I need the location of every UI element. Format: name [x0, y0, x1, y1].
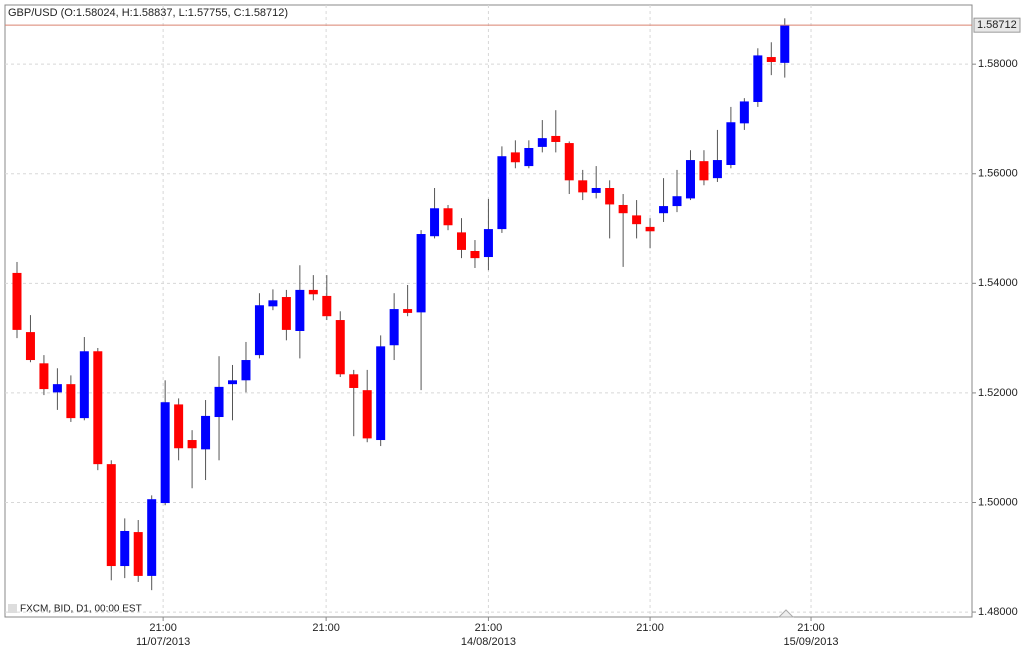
candle-body: [726, 122, 736, 165]
candle-body: [349, 374, 359, 388]
candle-body: [335, 320, 345, 375]
candle-body: [483, 229, 493, 258]
candle-body: [712, 160, 722, 179]
candle-body: [470, 251, 480, 259]
candle-body: [739, 101, 749, 124]
candle-body: [456, 232, 466, 250]
candle-body: [133, 532, 143, 576]
candle-body: [268, 300, 278, 307]
candle-body: [66, 384, 76, 419]
candle-body: [618, 204, 628, 214]
candle-body: [430, 208, 440, 237]
candle-body: [120, 530, 130, 567]
candle-body: [403, 309, 413, 313]
candle-body: [241, 360, 251, 381]
candle-body: [322, 295, 332, 317]
y-tick-label: 1.48000: [978, 606, 1018, 618]
candle-body: [551, 135, 561, 142]
candle-body: [389, 309, 399, 346]
footer: FXCM, BID, D1, 00:00 EST: [20, 604, 142, 615]
candle-body: [753, 55, 763, 102]
candle-body: [578, 180, 588, 193]
candle-body: [537, 138, 547, 147]
last-price-label: 1.58712: [977, 19, 1017, 31]
x-tick-label: 21:00: [797, 622, 825, 634]
candles: [12, 18, 790, 591]
candle-body: [106, 464, 116, 567]
candle-body: [699, 161, 709, 181]
candle-body: [228, 380, 238, 385]
candle-body: [362, 390, 372, 439]
logo: [8, 604, 17, 613]
candle-body: [766, 57, 776, 62]
candle-body: [93, 351, 103, 465]
x-date-label: 15/09/2013: [784, 636, 839, 648]
x-tick-label: 21:00: [149, 622, 177, 634]
candle-body: [497, 156, 507, 230]
candle-body: [281, 297, 291, 330]
candle-body: [254, 305, 264, 356]
candle-body: [780, 25, 790, 63]
candle-body: [591, 187, 601, 193]
candle-body: [12, 272, 22, 330]
chart-title: GBP/USD (O:1.58024, H:1.58837, L:1.57755…: [8, 7, 288, 19]
candle-body: [564, 143, 574, 181]
candle-body: [605, 187, 615, 205]
y-tick-label: 1.56000: [978, 168, 1018, 180]
y-tick-label: 1.52000: [978, 387, 1018, 399]
candle-body: [308, 289, 318, 295]
candle-body: [416, 234, 426, 313]
candle-body: [685, 160, 695, 199]
x-tick-label: 21:00: [312, 622, 340, 634]
candle-body: [25, 332, 35, 361]
y-tick-label: 1.50000: [978, 496, 1018, 508]
x-tick-label: 21:00: [475, 622, 503, 634]
candle-body: [52, 384, 62, 393]
candle-body: [645, 226, 655, 232]
candle-body: [443, 208, 453, 226]
scroll-marker: [777, 609, 795, 618]
y-tick-label: 1.54000: [978, 277, 1018, 289]
y-tick-label: 1.58000: [978, 58, 1018, 70]
candle-body: [201, 415, 211, 450]
candle-body: [147, 499, 157, 576]
candle-body: [160, 402, 170, 504]
candle-body: [174, 404, 184, 449]
candle-body: [187, 440, 197, 449]
last-price-box: [973, 17, 1021, 33]
candle-body: [295, 289, 305, 331]
candle-body: [632, 215, 642, 225]
candle-body: [39, 363, 49, 390]
x-date-label: 14/08/2013: [461, 636, 516, 648]
candle-body: [659, 206, 669, 214]
x-date-label: 11/07/2013: [136, 636, 190, 648]
candle-body: [672, 196, 682, 207]
candle-body: [510, 152, 520, 163]
candle-body: [79, 351, 89, 419]
grid: [5, 5, 972, 617]
candle-body: [524, 148, 534, 167]
candle-body: [214, 386, 224, 418]
candle-body: [376, 346, 386, 441]
x-tick-label: 21:00: [636, 622, 664, 634]
